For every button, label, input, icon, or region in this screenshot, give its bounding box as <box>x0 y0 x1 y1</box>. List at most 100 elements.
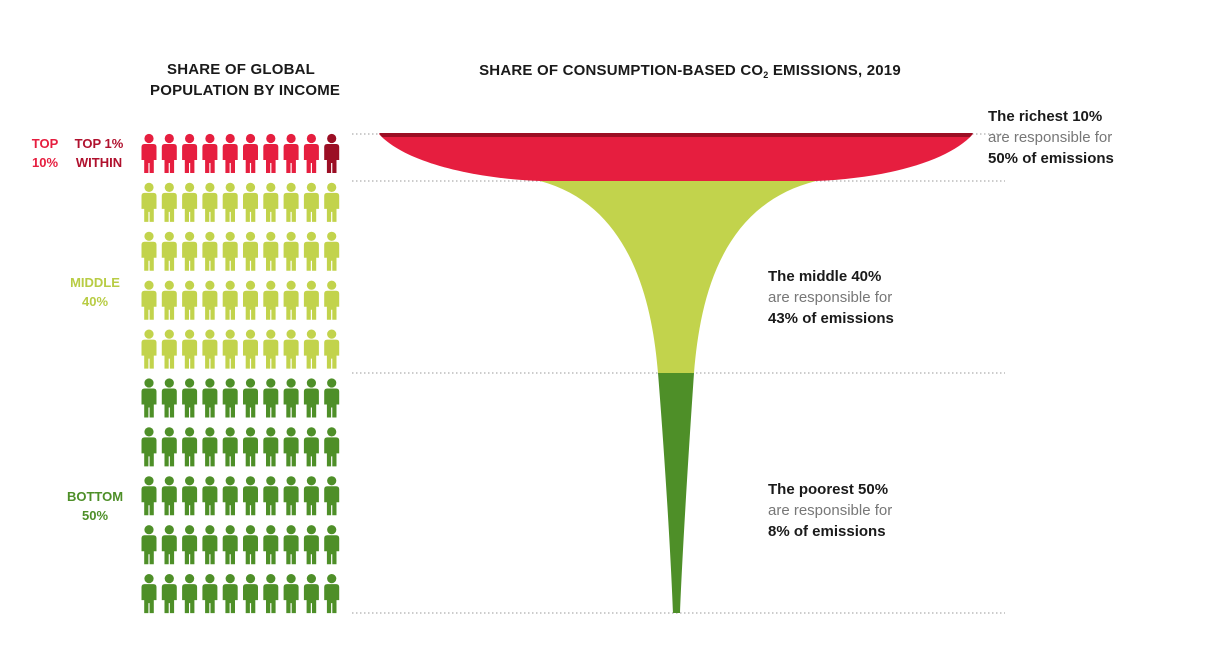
person-body <box>243 486 258 516</box>
person-head <box>266 231 276 241</box>
person-icon <box>263 427 279 467</box>
person-body <box>182 535 198 565</box>
person-head <box>245 133 256 144</box>
person-body <box>222 290 238 320</box>
person-icon <box>324 182 340 222</box>
person-icon <box>222 329 238 369</box>
person-head <box>327 133 337 144</box>
person-head <box>185 427 195 437</box>
person-head <box>286 231 296 241</box>
person-head <box>306 574 316 584</box>
person-head <box>306 525 316 535</box>
person-icon <box>243 525 258 565</box>
person-head <box>306 231 316 241</box>
person-head <box>205 329 215 339</box>
person-body <box>283 339 299 369</box>
person-head <box>185 329 195 339</box>
person-body <box>202 535 218 565</box>
person-body <box>263 388 279 418</box>
person-icon <box>324 280 340 320</box>
person-body <box>141 486 157 516</box>
person-head <box>185 182 195 192</box>
person-head <box>185 133 195 144</box>
person-head <box>164 378 174 388</box>
person-head <box>306 427 316 437</box>
person-head <box>144 378 154 388</box>
person-head <box>144 476 154 486</box>
person-head <box>225 280 235 290</box>
person-icon <box>283 378 299 418</box>
person-body <box>141 437 157 467</box>
person-icon <box>303 133 319 173</box>
person-body <box>263 535 279 565</box>
person-icon <box>161 378 177 418</box>
person-icon <box>182 182 198 222</box>
person-body <box>202 437 218 467</box>
group-label-middle-line-2: 40% <box>81 294 109 309</box>
person-head <box>185 280 195 290</box>
person-body <box>222 192 238 222</box>
person-icon <box>243 280 258 320</box>
person-head <box>185 574 195 584</box>
person-icon <box>263 525 279 565</box>
person-body <box>182 486 198 516</box>
person-body <box>161 535 177 565</box>
group-label-top-10: TOP 10% <box>24 134 66 172</box>
person-icon <box>202 280 218 320</box>
person-head <box>185 378 195 388</box>
person-icon <box>202 427 218 467</box>
person-icon <box>303 280 319 320</box>
group-label-top-10-line-1: TOP <box>31 136 59 151</box>
person-head <box>266 378 276 388</box>
person-icon <box>141 133 157 173</box>
person-body <box>303 144 319 173</box>
person-icon <box>263 133 279 173</box>
person-body <box>141 144 157 173</box>
person-body <box>303 388 319 418</box>
person-body <box>243 339 258 369</box>
group-label-top-1-line-2: WITHIN <box>75 155 123 170</box>
person-head <box>286 574 296 584</box>
person-body <box>222 486 238 516</box>
person-body <box>182 290 198 320</box>
person-head <box>185 476 195 486</box>
person-head <box>205 378 215 388</box>
person-body <box>202 241 218 271</box>
person-head <box>225 329 235 339</box>
person-icon <box>283 574 299 614</box>
person-body <box>182 437 198 467</box>
person-icon <box>202 133 218 173</box>
person-head <box>245 231 256 241</box>
person-icon <box>324 574 340 614</box>
person-body <box>283 388 299 418</box>
person-head <box>245 182 256 192</box>
person-body <box>263 192 279 222</box>
person-icon <box>283 231 299 271</box>
emissions-heading-year: EMISSIONS, 2019 <box>768 62 901 79</box>
annotation-poorest-text: are responsible for <box>768 502 893 519</box>
person-icon <box>202 574 218 614</box>
person-head <box>286 378 296 388</box>
person-head <box>144 280 154 290</box>
person-body <box>182 584 198 614</box>
annotation-middle: The middle 40% are responsible for 43% o… <box>768 266 894 329</box>
person-head <box>144 182 154 192</box>
person-head <box>225 525 235 535</box>
person-icon <box>263 378 279 418</box>
person-icon <box>202 182 218 222</box>
person-body <box>161 241 177 271</box>
person-icon <box>202 231 218 271</box>
person-icon <box>141 231 157 271</box>
person-icon <box>243 476 258 516</box>
person-icon <box>303 182 319 222</box>
person-icon <box>202 329 218 369</box>
population-heading-line-2: POPULATION BY INCOME <box>150 82 341 99</box>
annotation-poorest-value: 8% of emissions <box>768 523 886 540</box>
person-body <box>222 241 238 271</box>
person-icon <box>222 231 238 271</box>
person-body <box>161 192 177 222</box>
person-head <box>164 476 174 486</box>
emissions-heading-subscript: 2 <box>763 70 769 80</box>
person-icon <box>303 427 319 467</box>
group-label-bottom-50: BOTTOM 50% <box>50 487 140 525</box>
